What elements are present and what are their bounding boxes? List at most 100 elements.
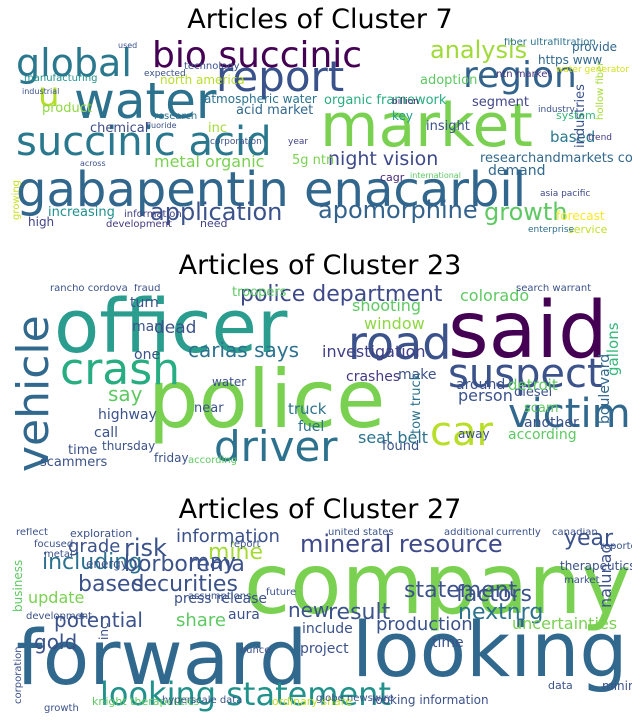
- cluster-7-word: based: [550, 128, 596, 146]
- cluster-7-word: organic framework: [324, 93, 447, 108]
- cluster-27-word: new: [288, 598, 330, 622]
- cluster-23-word: away: [458, 427, 490, 441]
- cluster-7-word: segment: [472, 95, 530, 110]
- cluster-23-word: police: [148, 353, 386, 446]
- cluster-23-word: thursday: [102, 439, 156, 453]
- cluster-23-word: call: [94, 425, 119, 441]
- cluster-27-word: exploration: [70, 528, 133, 540]
- cluster-27-word: securities: [132, 572, 238, 597]
- cluster-27-word: company: [244, 535, 632, 633]
- cluster-7-word: asia pacific: [540, 189, 591, 199]
- cluster-27-word: ounce: [240, 645, 271, 656]
- cluster-27-wordcloud: company forward looking looking statement mi…: [8, 528, 632, 718]
- cluster-27-word: risk: [124, 534, 167, 562]
- cluster-23-word: vehicle: [8, 315, 59, 472]
- cluster-7-word: report: [216, 52, 345, 101]
- cluster-7-word: apomorphine: [318, 196, 478, 224]
- cluster-7-word: atmospheric water: [204, 92, 317, 106]
- cluster-27-word: focused: [34, 539, 74, 550]
- cluster-7-word: trend: [588, 133, 612, 143]
- cluster-7-word: key: [392, 109, 414, 123]
- cluster-7-word: acid market: [236, 103, 314, 118]
- cluster-27-word: currently: [496, 528, 541, 538]
- cluster-7-word: fluoride: [146, 121, 177, 130]
- cluster-23-word: driver: [214, 422, 338, 471]
- cluster-23-word: one: [134, 347, 161, 363]
- cluster-7-word: metal organic: [154, 152, 265, 171]
- cluster-23-word: police department: [240, 284, 443, 307]
- cluster-23-word: highway: [98, 407, 157, 423]
- cluster-27-word: knight therapeutics: [92, 695, 200, 708]
- cluster-7-word: corporation: [210, 137, 262, 147]
- cluster-23-word: fuel: [298, 419, 325, 435]
- cluster-27-word: business: [11, 559, 25, 612]
- cluster-7-word: industrial: [22, 87, 60, 96]
- cluster-7-word: succinic acid: [16, 119, 272, 165]
- cluster-7-word: manufacturing: [24, 73, 98, 84]
- cluster-23-word: time: [68, 443, 98, 458]
- cluster-7-word: information: [124, 209, 182, 220]
- cluster-23-title: Articles of Cluster 23: [178, 250, 462, 281]
- cluster-7-word: technology: [184, 61, 240, 72]
- cluster-23-word: carias says: [188, 338, 299, 362]
- cluster-23-word: person: [458, 386, 513, 405]
- cluster-23-word: man: [132, 319, 164, 335]
- cluster-27-word: mine: [208, 540, 264, 565]
- cluster-27-word: information: [176, 528, 280, 547]
- cluster-27-word: therapeutics inc: [560, 559, 632, 573]
- cluster-7-title: Articles of Cluster 7: [187, 4, 453, 35]
- cluster-7-word: north america: [160, 73, 245, 87]
- cluster-27-word: metal: [44, 549, 73, 560]
- cluster-7-word: development: [106, 219, 172, 230]
- cluster-27-word: year: [564, 528, 614, 551]
- cluster-23-word: another: [524, 415, 579, 431]
- cluster-27-word: potential: [54, 608, 143, 632]
- cluster-7-word: analysis: [430, 38, 528, 64]
- cluster-23-word: troopers: [232, 285, 287, 300]
- cluster-7-word: market: [320, 91, 533, 161]
- cluster-27-word: market: [564, 575, 600, 586]
- cluster-27-word: data: [548, 679, 573, 692]
- cluster-7-word: service: [568, 223, 608, 234]
- cluster-23-word: turn: [130, 295, 159, 311]
- cluster-23-word: window: [364, 314, 425, 333]
- cluster-7-word: 5g ntn: [292, 153, 335, 168]
- cluster-23-word: around: [456, 377, 506, 393]
- cluster-23-word: according: [188, 455, 237, 466]
- cluster-7-word: chemical: [90, 121, 149, 136]
- cluster-23-word: friday: [154, 451, 189, 465]
- cluster-27-word: factors: [456, 582, 532, 607]
- cluster-23-word: diesel: [514, 385, 553, 400]
- cluster-27-word: gold: [34, 630, 78, 654]
- cluster-27-word: project: [300, 641, 349, 657]
- cluster-7-word: application: [150, 198, 283, 226]
- cluster-27-word: canadian: [552, 528, 598, 538]
- cluster-27-word: result: [328, 600, 391, 625]
- cluster-27-word: aura: [228, 607, 260, 623]
- cluster-27-word: time: [432, 635, 464, 651]
- cluster-27-word: looking: [352, 605, 628, 694]
- cluster-23-word: said: [448, 286, 608, 376]
- cluster-27-word: reported: [600, 541, 632, 552]
- cluster-27-word: based: [78, 572, 145, 597]
- cluster-27-word: including: [42, 550, 143, 575]
- cluster-27-word: may: [188, 550, 236, 575]
- cluster-27-word: production: [376, 614, 473, 635]
- cluster-27-word: ordinary share: [272, 695, 352, 708]
- cluster-27-word: energy: [86, 557, 128, 571]
- cluster-23-word: road: [348, 316, 452, 370]
- cluster-23-word: truck: [288, 400, 327, 418]
- cluster-7-word: international: [410, 171, 461, 180]
- cluster-23-word: seat belt: [358, 428, 429, 447]
- cluster-23-word: say: [108, 382, 143, 406]
- cluster-27-word: development: [26, 611, 92, 622]
- cluster-27-word: corporation: [13, 646, 24, 704]
- cluster-23-word: investigation: [322, 342, 426, 361]
- cluster-7-word: bio succinic: [152, 38, 363, 76]
- cluster-27-word: share: [176, 610, 226, 631]
- cluster-7-word: across: [80, 159, 106, 168]
- cluster-23-word: near: [194, 401, 224, 416]
- cluster-27-word: globe newswire: [316, 693, 394, 704]
- cluster-23-word: fraud: [134, 284, 161, 294]
- cluster-23-word: dead: [154, 318, 197, 338]
